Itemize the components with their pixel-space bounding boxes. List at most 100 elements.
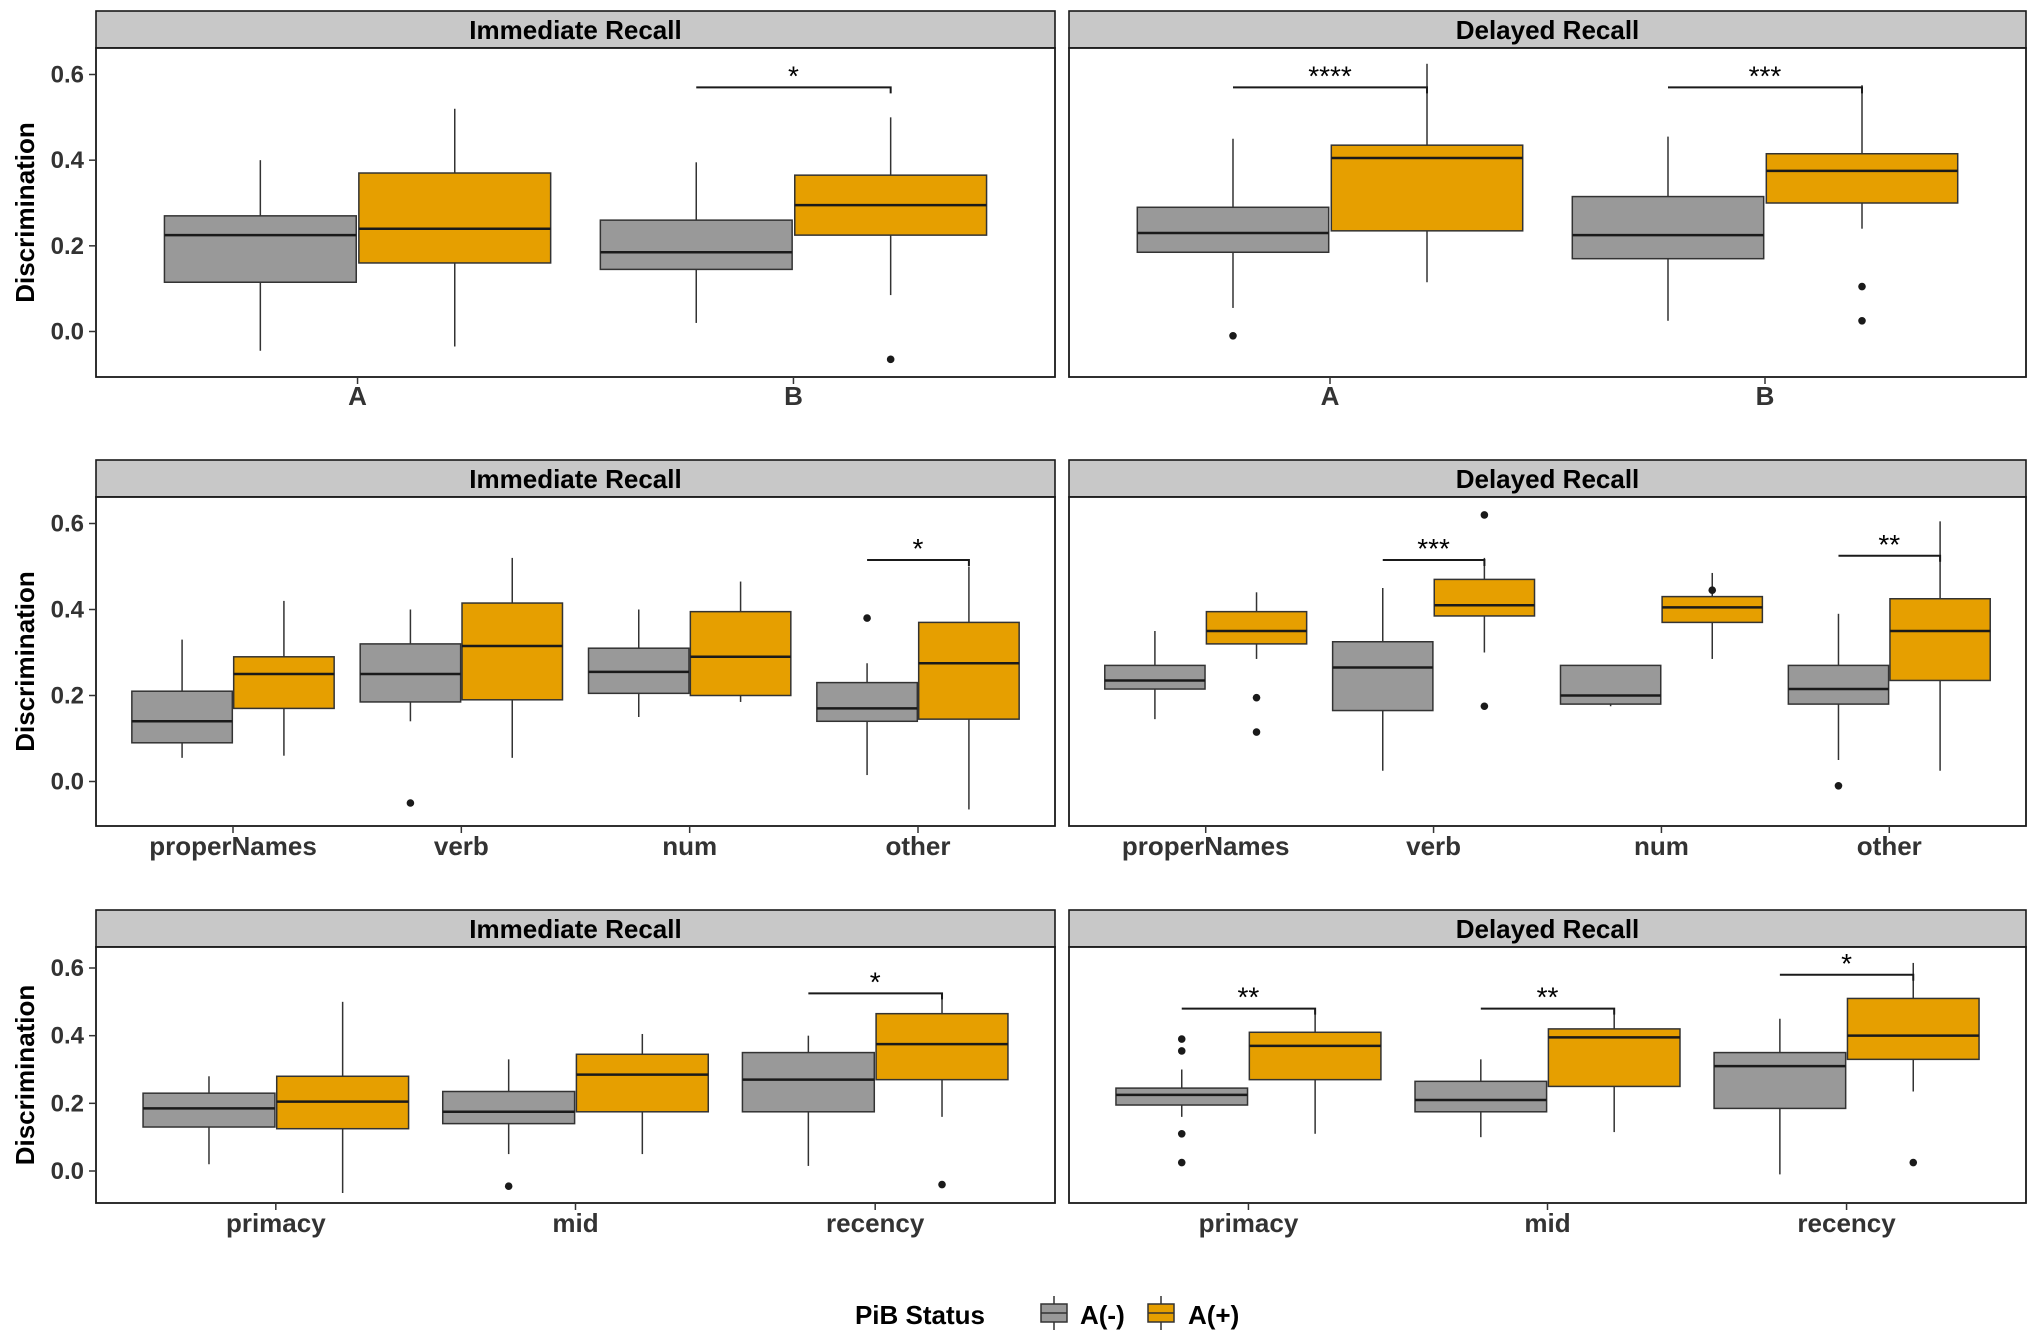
- outlier-point: [1229, 331, 1237, 340]
- significance-label: **: [1878, 529, 1900, 560]
- y-tick-label: 0.0: [51, 319, 84, 346]
- box-body: [461, 602, 564, 701]
- plot-area: [1068, 946, 2027, 1204]
- box-A(+)-B: [1765, 85, 1959, 325]
- box-A(-)-A: [163, 160, 357, 351]
- box-A(-)-num: [1559, 664, 1662, 707]
- outlier-point: [1177, 1158, 1186, 1167]
- box-body: [1330, 144, 1524, 232]
- legend: PiB Status A(-) A(+): [855, 1296, 1239, 1330]
- outlier-point: [1252, 728, 1261, 736]
- legend-label-a-pos: A(+): [1188, 1300, 1239, 1330]
- y-tick-label: 0.6: [51, 955, 84, 982]
- y-tick-label: 0.4: [51, 147, 85, 174]
- box-body: [1889, 598, 1991, 682]
- panel-0: Immediate Recall 0.0 0.2 0.4 0.6 Discriminati…: [10, 10, 1056, 411]
- outlier-point: [1177, 1129, 1186, 1138]
- x-tick-label: primacy: [226, 1208, 326, 1238]
- x-tick-label: A: [1321, 381, 1340, 411]
- box-A(-)-recency: [741, 1035, 876, 1166]
- panel-title: Immediate Recall: [469, 15, 681, 45]
- box-body: [741, 1051, 876, 1113]
- box-body: [1331, 641, 1434, 712]
- significance-bracket: [1232, 86, 1429, 94]
- box-A(+)-mid: [575, 1033, 710, 1155]
- x-tick-label: num: [1634, 831, 1689, 861]
- box-A(+)-primacy: [275, 1001, 410, 1193]
- outlier-point: [1480, 511, 1489, 519]
- x-tick-label: recency: [826, 1208, 925, 1238]
- box-A(+)-A: [358, 108, 552, 347]
- significance-bracket: [1382, 559, 1486, 567]
- box-A(-)-mid: [441, 1059, 576, 1191]
- box-body: [1571, 195, 1765, 260]
- box-body: [1661, 595, 1764, 624]
- x-tick-label: recency: [1797, 1208, 1896, 1238]
- outlier-point: [1909, 1158, 1918, 1167]
- outlier-point: [1177, 1047, 1186, 1055]
- box-body: [599, 219, 793, 271]
- box-A(+)-properNames: [1205, 592, 1308, 736]
- box-body: [163, 215, 357, 283]
- y-tick-label: 0.2: [51, 683, 84, 710]
- box-body: [1765, 152, 1959, 204]
- y-tick-label: 0.4: [51, 1023, 85, 1050]
- y-tick-label: 0.4: [51, 597, 85, 624]
- box-A(-)-verb: [1331, 588, 1434, 771]
- outlier-point: [1252, 693, 1261, 702]
- legend-title: PiB Status: [855, 1300, 985, 1330]
- box-body: [575, 1053, 710, 1113]
- panel-strip: [1068, 10, 2027, 49]
- significance-bracket: [1181, 1007, 1317, 1015]
- box-body: [816, 681, 919, 723]
- box-A(-)-num: [587, 609, 690, 717]
- box-A(+)-verb: [1433, 511, 1536, 711]
- x-tick-label: A: [348, 381, 367, 411]
- outlier-point: [406, 799, 415, 807]
- box-A(-)-A: [1136, 138, 1330, 340]
- box-A(-)-B: [1571, 136, 1765, 321]
- box-A(+)-recency: [875, 995, 1009, 1189]
- significance-label: ****: [1308, 60, 1352, 91]
- significance-label: *: [1841, 948, 1852, 979]
- box-body: [1205, 610, 1308, 645]
- x-tick-label: other: [1857, 831, 1922, 861]
- box-body: [1248, 1031, 1382, 1081]
- significance-label: ***: [1749, 60, 1782, 91]
- significance-label: *: [913, 533, 924, 564]
- box-body: [232, 656, 335, 710]
- outlier-point: [886, 355, 895, 364]
- plot-area: [1068, 496, 2027, 827]
- box-A(+)-num: [1661, 572, 1764, 659]
- significance-bracket: [808, 992, 944, 1000]
- outlier-point: [1708, 586, 1717, 594]
- panel-4: Immediate Recall 0.0 0.2 0.4 0.6 Discriminati…: [10, 909, 1056, 1238]
- x-tick-label: mid: [552, 1208, 598, 1238]
- significance-bracket: [1838, 554, 1942, 562]
- y-tick-label: 0.0: [51, 1158, 84, 1185]
- box-body: [1136, 206, 1330, 254]
- y-tick-label: 0.2: [51, 233, 84, 260]
- x-tick-label: properNames: [1122, 831, 1290, 861]
- significance-label: **: [1238, 982, 1260, 1013]
- legend-key-a-pos: [1147, 1296, 1175, 1330]
- panel-2: Immediate Recall 0.0 0.2 0.4 0.6 Discriminati…: [10, 459, 1056, 861]
- box-A(+)-other: [1889, 521, 1991, 771]
- box-A(-)-B: [599, 162, 793, 323]
- box-A(-)-other: [1787, 613, 1890, 790]
- box-A(-)-primacy: [142, 1076, 276, 1165]
- significance-label: **: [1537, 982, 1559, 1013]
- y-tick-label: 0.2: [51, 1090, 84, 1117]
- panel-title: Immediate Recall: [469, 464, 681, 494]
- box-A(-)-mid: [1414, 1059, 1548, 1138]
- outlier-point: [938, 1180, 946, 1189]
- box-body: [1713, 1051, 1847, 1110]
- significance-bracket: [867, 559, 970, 567]
- x-tick-label: num: [662, 831, 717, 861]
- significance-label: *: [788, 60, 799, 91]
- box-body: [142, 1092, 276, 1128]
- box-body: [131, 690, 234, 744]
- box-body: [1104, 664, 1206, 690]
